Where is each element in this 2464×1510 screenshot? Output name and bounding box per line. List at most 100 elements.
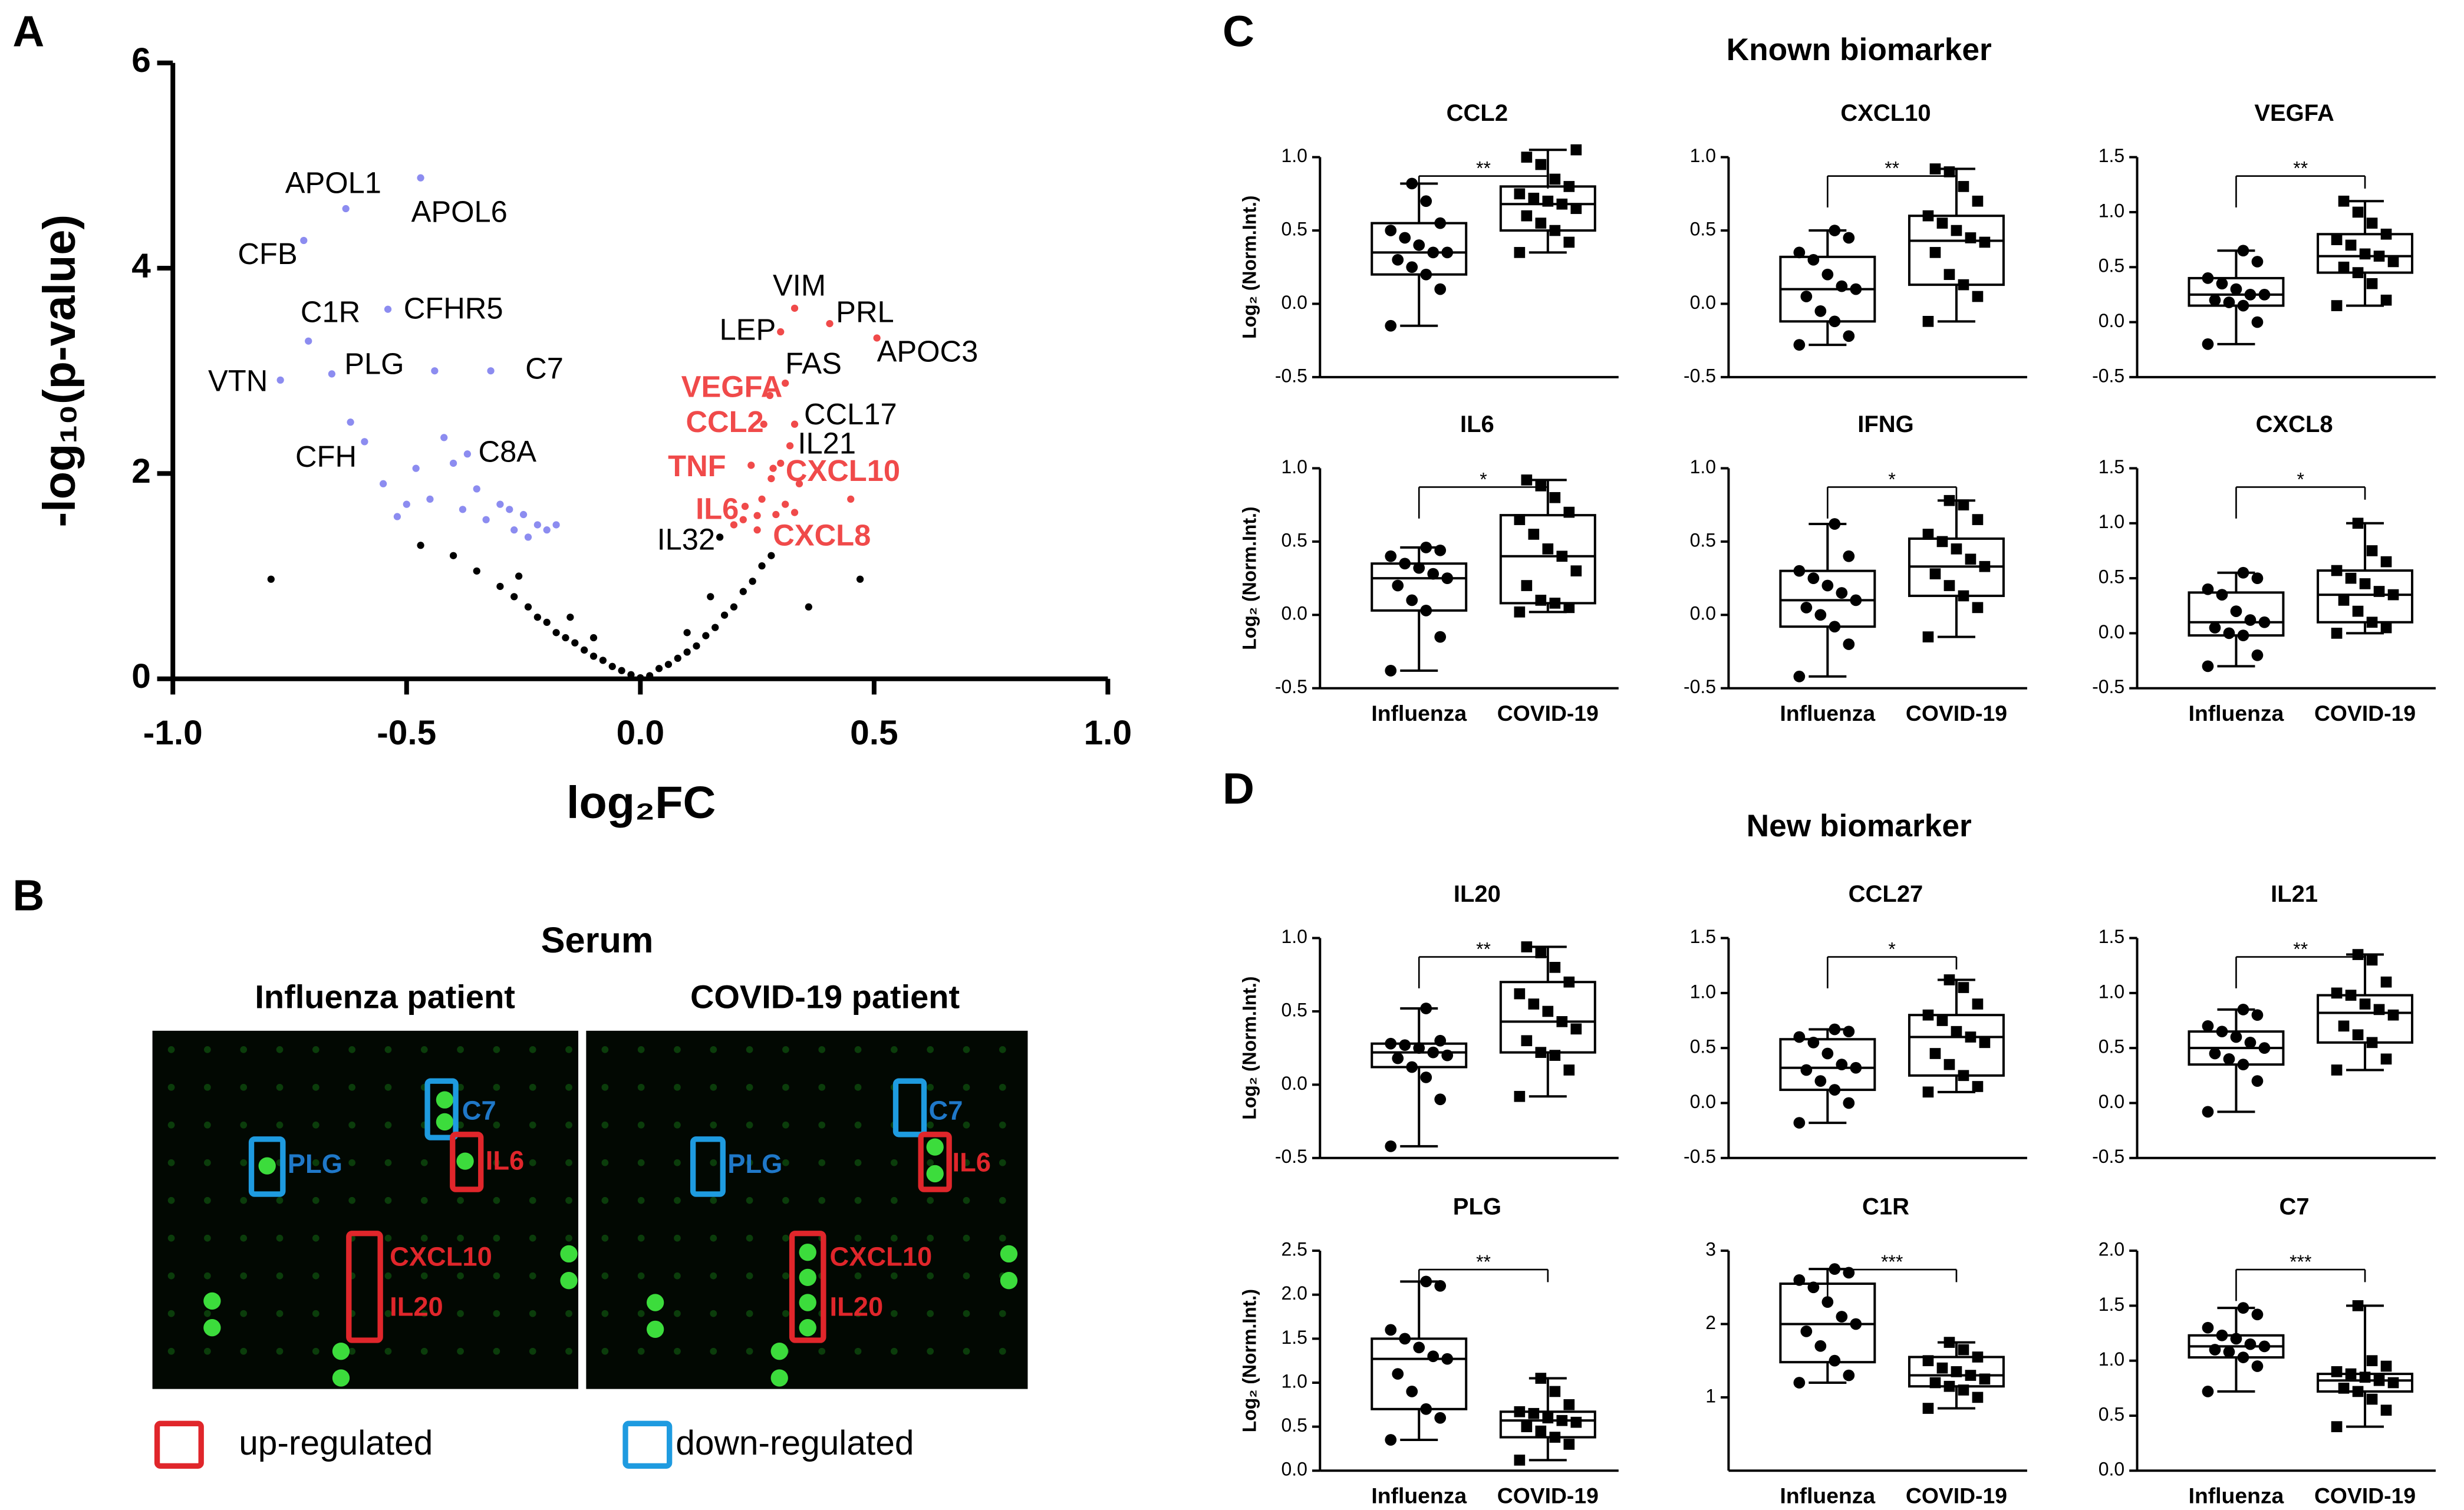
chart-title: C7 [2279, 1194, 2310, 1220]
data-point [707, 593, 714, 601]
data-point [847, 495, 855, 503]
blot-spot [782, 1121, 789, 1129]
y-tick-label: -0.5 [1684, 1146, 1716, 1167]
data-point [741, 502, 749, 510]
blot-spot [384, 1310, 392, 1317]
data-point [1563, 1399, 1575, 1410]
blot-spot [782, 1083, 789, 1091]
data-point [2345, 572, 2357, 584]
data-point [2366, 278, 2378, 289]
y-tick-label: 1.5 [2099, 926, 2124, 947]
data-point [1843, 1267, 1855, 1279]
blot-spot [240, 1310, 248, 1317]
y-tick-label: 2.0 [1282, 1282, 1307, 1304]
data-point [1406, 1386, 1418, 1397]
y-tick-label: -0.5 [1275, 1146, 1307, 1167]
data-point [2380, 228, 2392, 240]
blot-spot-bright [799, 1319, 816, 1337]
blot-spot [348, 1196, 356, 1204]
blot-spot [565, 1121, 572, 1129]
y-tick-label: 1.0 [2099, 1349, 2124, 1370]
y-axis-title: Log₂ (Norm.Int.) [1238, 1289, 1260, 1432]
point-label: APOL1 [285, 166, 381, 199]
y-tick-label: 0.0 [1282, 1073, 1307, 1094]
data-point [1936, 1362, 1948, 1374]
data-point [1542, 1005, 1554, 1017]
data-point [1385, 225, 1397, 236]
data-point [1392, 1368, 1404, 1380]
image-caption: COVID-19 patient [690, 978, 960, 1015]
blot-spot [240, 1121, 248, 1129]
data-point [1549, 598, 1561, 609]
data-point [1427, 1046, 1439, 1059]
data-point [1965, 1370, 1977, 1381]
blot-spot [493, 1310, 500, 1317]
blot-spot [348, 1347, 356, 1355]
blot-spot-bright [926, 1138, 944, 1156]
data-point [2237, 566, 2249, 579]
blot-spot [420, 1347, 428, 1355]
blot-spot [854, 1234, 862, 1242]
data-point [1807, 572, 1820, 584]
significance-label: ** [1885, 157, 1899, 179]
blot-spot [240, 1272, 248, 1280]
data-point [826, 319, 834, 328]
y-tick-label: 1.0 [1690, 456, 1716, 477]
data-point [1943, 1380, 1955, 1392]
data-point [1943, 494, 1955, 506]
data-point [1922, 210, 1934, 222]
data-point [1441, 572, 1454, 584]
y-tick-label: 0.0 [2099, 1459, 2124, 1480]
blot-spot [457, 1083, 464, 1091]
blot-spot [493, 1234, 500, 1242]
blot-spot [348, 1083, 356, 1091]
blot-spot [746, 1046, 753, 1053]
data-point [2244, 1036, 2257, 1049]
data-point [1793, 1031, 1806, 1043]
significance-label: * [1480, 469, 1487, 490]
point-label: APOC3 [877, 335, 979, 368]
blot-spot [384, 1121, 392, 1129]
data-point [2366, 1037, 2378, 1049]
blot-spot [710, 1196, 717, 1204]
data-point [1829, 621, 1841, 633]
data-point [1434, 283, 1447, 295]
blot-spot [746, 1234, 753, 1242]
data-point [1936, 536, 1948, 548]
data-point [1427, 568, 1439, 580]
data-point [2352, 267, 2364, 278]
data-point [1535, 595, 1547, 606]
blot-spot [565, 1196, 572, 1204]
blot-spot [348, 1159, 356, 1166]
blot-spot [384, 1272, 392, 1280]
blot-spot [384, 1347, 392, 1355]
data-point [716, 533, 724, 541]
blot-spot-bright [456, 1152, 474, 1170]
data-point [543, 526, 551, 534]
y-tick-label: 0.5 [2099, 566, 2124, 588]
data-point [1434, 1412, 1447, 1424]
data-point [2352, 949, 2364, 960]
data-point [1535, 1373, 1547, 1384]
data-point [1514, 247, 1526, 258]
blot-spot [674, 1272, 681, 1280]
blot-spot [601, 1159, 609, 1166]
data-point [1821, 1047, 1834, 1060]
data-point [1563, 976, 1575, 988]
highlight-box [690, 1136, 726, 1197]
significance-label: ** [2293, 157, 2308, 179]
y-tick-label: 1.0 [2099, 200, 2124, 221]
legend-label: down-regulated [676, 1424, 914, 1462]
data-point [1521, 1421, 1533, 1432]
data-point [1972, 291, 1984, 302]
data-point [1549, 961, 1561, 973]
significance-label: *** [2290, 1251, 2311, 1272]
data-point [2237, 1302, 2249, 1314]
blot-spot-bright [799, 1294, 816, 1311]
blot-spot [927, 1196, 934, 1204]
highlight-box [248, 1136, 286, 1197]
blot-spot [167, 1310, 175, 1317]
blot-spot [854, 1046, 862, 1053]
data-point [1420, 195, 1432, 207]
significance-label: *** [1881, 1251, 1903, 1272]
